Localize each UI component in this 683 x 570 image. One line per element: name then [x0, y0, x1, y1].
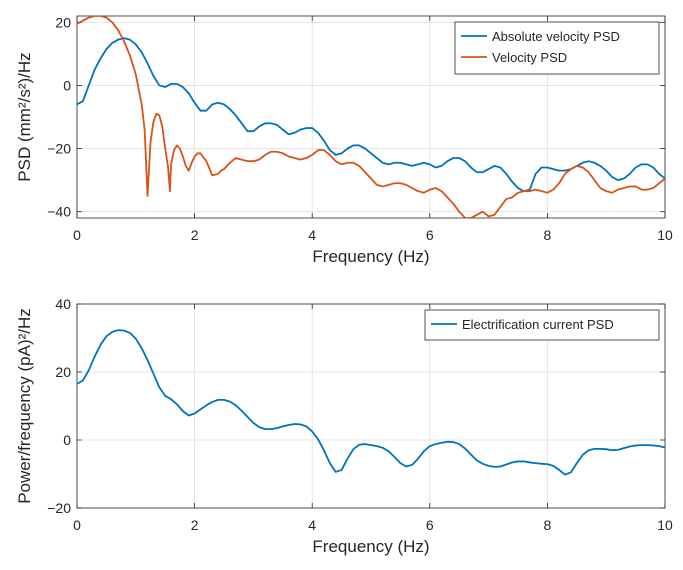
y-axis-label: PSD (mm²/s²)/Hz — [15, 52, 34, 181]
legend-label-1: Electrification current PSD — [462, 317, 614, 332]
x-tick-label: 6 — [426, 517, 434, 533]
y-tick-label: 0 — [63, 77, 71, 93]
y-tick-label: −20 — [47, 500, 71, 516]
x-tick-label: 10 — [657, 227, 673, 243]
x-tick-label: 0 — [73, 517, 81, 533]
legend: Absolute velocity PSD Velocity PSD — [454, 21, 660, 75]
x-tick-label: 4 — [308, 227, 316, 243]
x-tick-label: 0 — [73, 227, 81, 243]
x-tick-label: 8 — [544, 227, 552, 243]
legend-label-1: Absolute velocity PSD — [492, 29, 620, 44]
x-axis-label: Frequency (Hz) — [312, 247, 429, 266]
series-line-1 — [77, 329, 665, 476]
series-group — [77, 16, 665, 218]
x-tick-label: 2 — [191, 227, 199, 243]
series-line-2 — [77, 16, 665, 218]
axes-box — [76, 303, 666, 509]
chart-1: 0 2 4 6 8 10 −40 −20 0 20 Frequency (Hz) PSD (mm²/s… — [15, 14, 673, 266]
y-tick-label: 0 — [63, 432, 71, 448]
y-tick-label: −20 — [47, 141, 71, 157]
y-tick-label: 40 — [55, 296, 71, 312]
y-tick-label: −40 — [47, 204, 71, 220]
legend-box — [454, 21, 660, 75]
legend: Electrification current PSD — [424, 309, 660, 341]
x-tick-label: 4 — [308, 517, 316, 533]
x-tick-label: 2 — [191, 517, 199, 533]
x-tick-label: 10 — [657, 517, 673, 533]
y-tick-label: 20 — [55, 364, 71, 380]
x-tick-label: 6 — [426, 227, 434, 243]
y-axis-label: Power/frequency (pA)²/Hz — [15, 308, 34, 504]
y-tick-label: 20 — [55, 14, 71, 30]
legend-box — [424, 309, 660, 341]
legend-label-2: Velocity PSD — [492, 50, 567, 65]
axes-box — [76, 15, 666, 219]
x-tick-label: 8 — [544, 517, 552, 533]
series-group — [77, 329, 665, 476]
series-line-1 — [77, 37, 665, 193]
x-axis-label: Frequency (Hz) — [312, 537, 429, 556]
